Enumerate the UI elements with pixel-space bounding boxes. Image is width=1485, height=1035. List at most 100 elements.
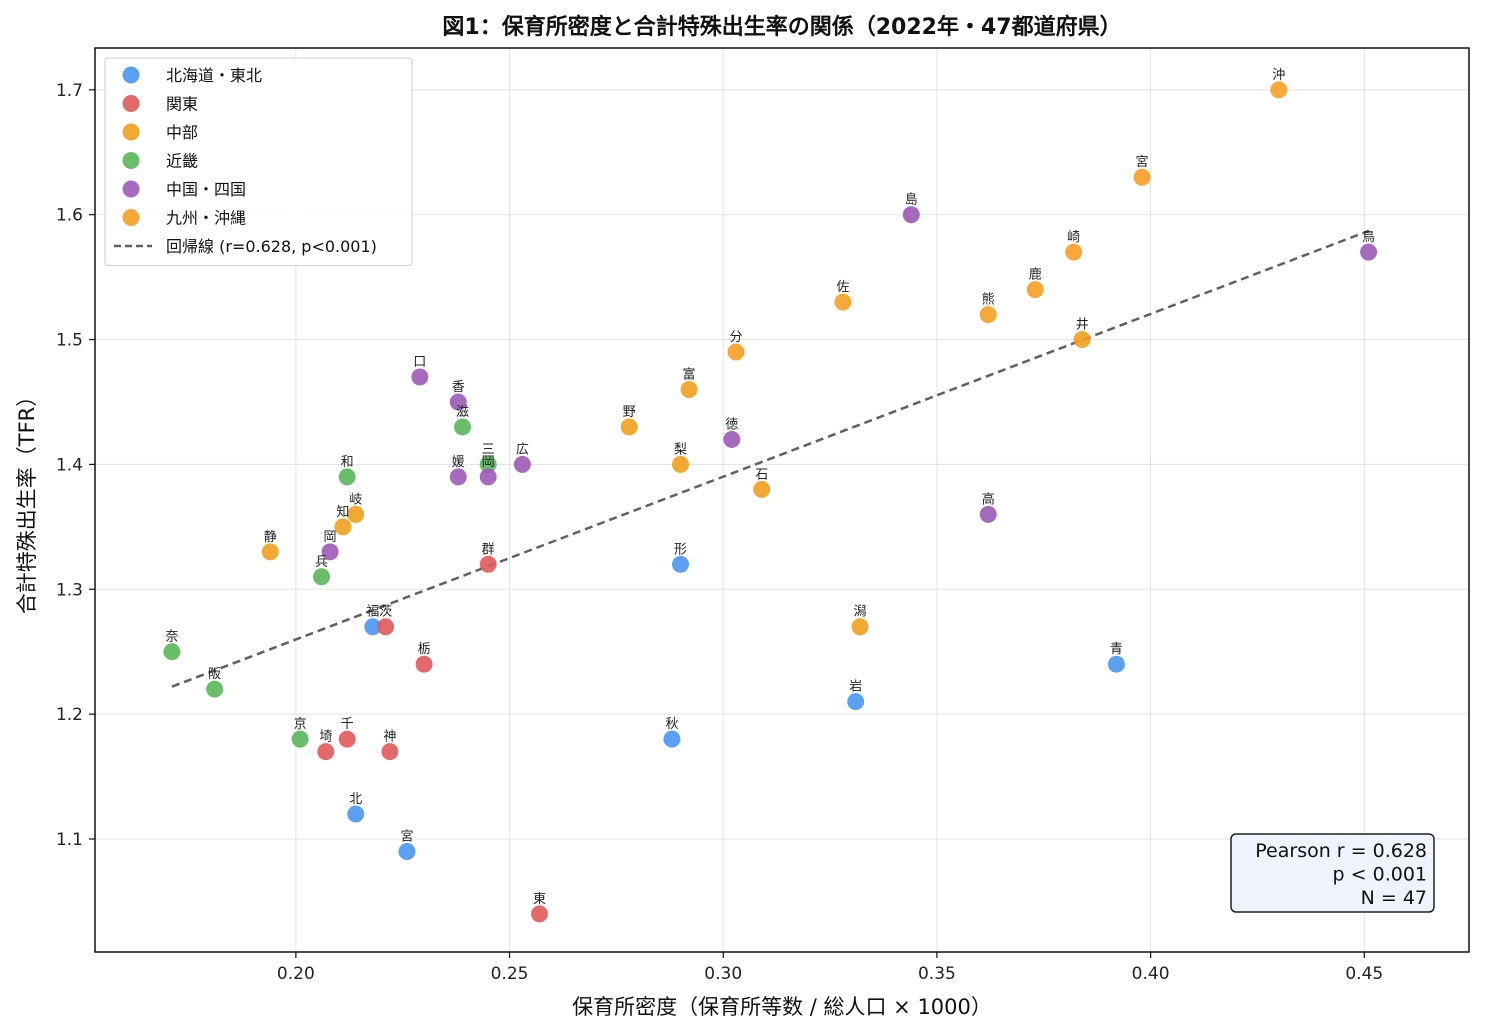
y-tick-label: 1.3 [56, 580, 83, 600]
point-label: 崎 [1067, 230, 1080, 245]
data-point [513, 455, 531, 473]
y-tick-label: 1.2 [56, 705, 83, 725]
point-label: 鹿 [1029, 267, 1042, 283]
point-label: 滋 [456, 405, 469, 420]
legend-marker [122, 95, 140, 112]
x-tick-label: 0.40 [1132, 964, 1170, 984]
data-point [671, 455, 689, 473]
y-axis-title: 合計特殊出生率（TFR） [15, 386, 39, 615]
data-point [454, 418, 472, 436]
data-points [163, 81, 1378, 923]
legend-marker [122, 209, 140, 226]
point-label: 宮 [400, 828, 413, 844]
point-label: 高 [982, 491, 995, 507]
legend-label: 北海道・東北 [166, 66, 262, 85]
point-label: 栃 [418, 642, 431, 657]
x-axis-ticks: 0.20 0.25 0.30 0.35 0.40 0.45 [277, 952, 1383, 984]
point-label: 岡 [482, 455, 495, 470]
point-label: 富 [683, 366, 696, 382]
data-point [902, 206, 920, 224]
data-point [753, 480, 771, 498]
stats-line: N = 47 [1361, 887, 1427, 909]
data-point [479, 555, 497, 573]
point-label: 佐 [836, 280, 849, 295]
point-label: 北 [349, 792, 362, 807]
data-point [411, 368, 429, 386]
point-label: 梨 [674, 442, 687, 457]
x-tick-label: 0.20 [277, 964, 315, 984]
data-point [1073, 331, 1091, 349]
data-point [321, 543, 339, 561]
data-point [163, 643, 181, 661]
y-tick-label: 1.4 [56, 455, 83, 475]
point-label: 形 [674, 542, 687, 557]
point-label: 神 [383, 730, 396, 745]
point-label: 媛 [452, 455, 465, 470]
data-point [979, 306, 997, 324]
data-point [1133, 168, 1151, 186]
data-point [671, 555, 689, 573]
data-point [449, 393, 467, 411]
point-label: 奈 [165, 630, 178, 645]
legend-marker [122, 66, 140, 84]
data-point [338, 730, 356, 748]
data-point [364, 618, 382, 636]
point-label: 石 [755, 467, 768, 482]
data-point [851, 618, 869, 636]
data-point [727, 343, 745, 361]
y-tick-label: 1.6 [56, 206, 83, 226]
point-label: 茨 [379, 605, 392, 620]
point-label: 沖 [1272, 68, 1285, 83]
point-label: 野 [623, 405, 636, 420]
legend-label: 関東 [166, 95, 198, 114]
x-tick-label: 0.25 [491, 964, 529, 984]
data-point [479, 455, 497, 473]
data-point [334, 518, 352, 536]
data-point [620, 418, 638, 436]
data-point [291, 730, 309, 748]
stats-line: Pearson r = 0.628 [1255, 840, 1427, 862]
stats-line: p < 0.001 [1333, 864, 1427, 886]
data-point [347, 505, 365, 523]
data-point [479, 468, 497, 486]
data-point [449, 468, 467, 486]
data-point [1270, 81, 1288, 99]
point-label: 兵 [315, 555, 328, 570]
legend-label: 回帰線 (r=0.628, p<0.001) [166, 237, 377, 256]
data-point [415, 655, 433, 673]
point-label: 東 [533, 891, 546, 907]
legend-marker [122, 152, 140, 169]
regression-line [171, 229, 1370, 688]
data-point [317, 743, 335, 761]
point-label: 京 [294, 717, 307, 732]
data-point [1065, 243, 1083, 261]
point-label: 広 [516, 442, 529, 457]
point-label: 群 [482, 542, 495, 557]
data-point [338, 468, 356, 486]
data-point [834, 293, 852, 311]
legend-label: 近畿 [166, 152, 198, 171]
point-label: 潟 [853, 605, 866, 620]
y-tick-label: 1.7 [56, 81, 83, 101]
point-label: 鳥 [1362, 230, 1375, 245]
data-point [723, 430, 741, 448]
legend-marker [122, 123, 140, 141]
data-point [206, 680, 224, 698]
legend-marker [122, 180, 140, 198]
data-point [663, 730, 681, 748]
point-label: 阪 [208, 667, 221, 682]
data-point [398, 842, 416, 860]
point-label: 井 [1076, 318, 1089, 333]
y-axis-ticks: 1.1 1.2 1.3 1.4 1.5 1.6 1.7 [56, 81, 95, 850]
legend-box [104, 57, 413, 266]
point-label: 埼 [319, 730, 332, 745]
point-label: 岡 [324, 530, 337, 545]
x-tick-label: 0.35 [918, 964, 956, 984]
point-label: 秋 [665, 717, 678, 732]
point-label: 千 [341, 717, 354, 732]
data-point [979, 505, 997, 523]
point-label: 福 [366, 605, 379, 620]
